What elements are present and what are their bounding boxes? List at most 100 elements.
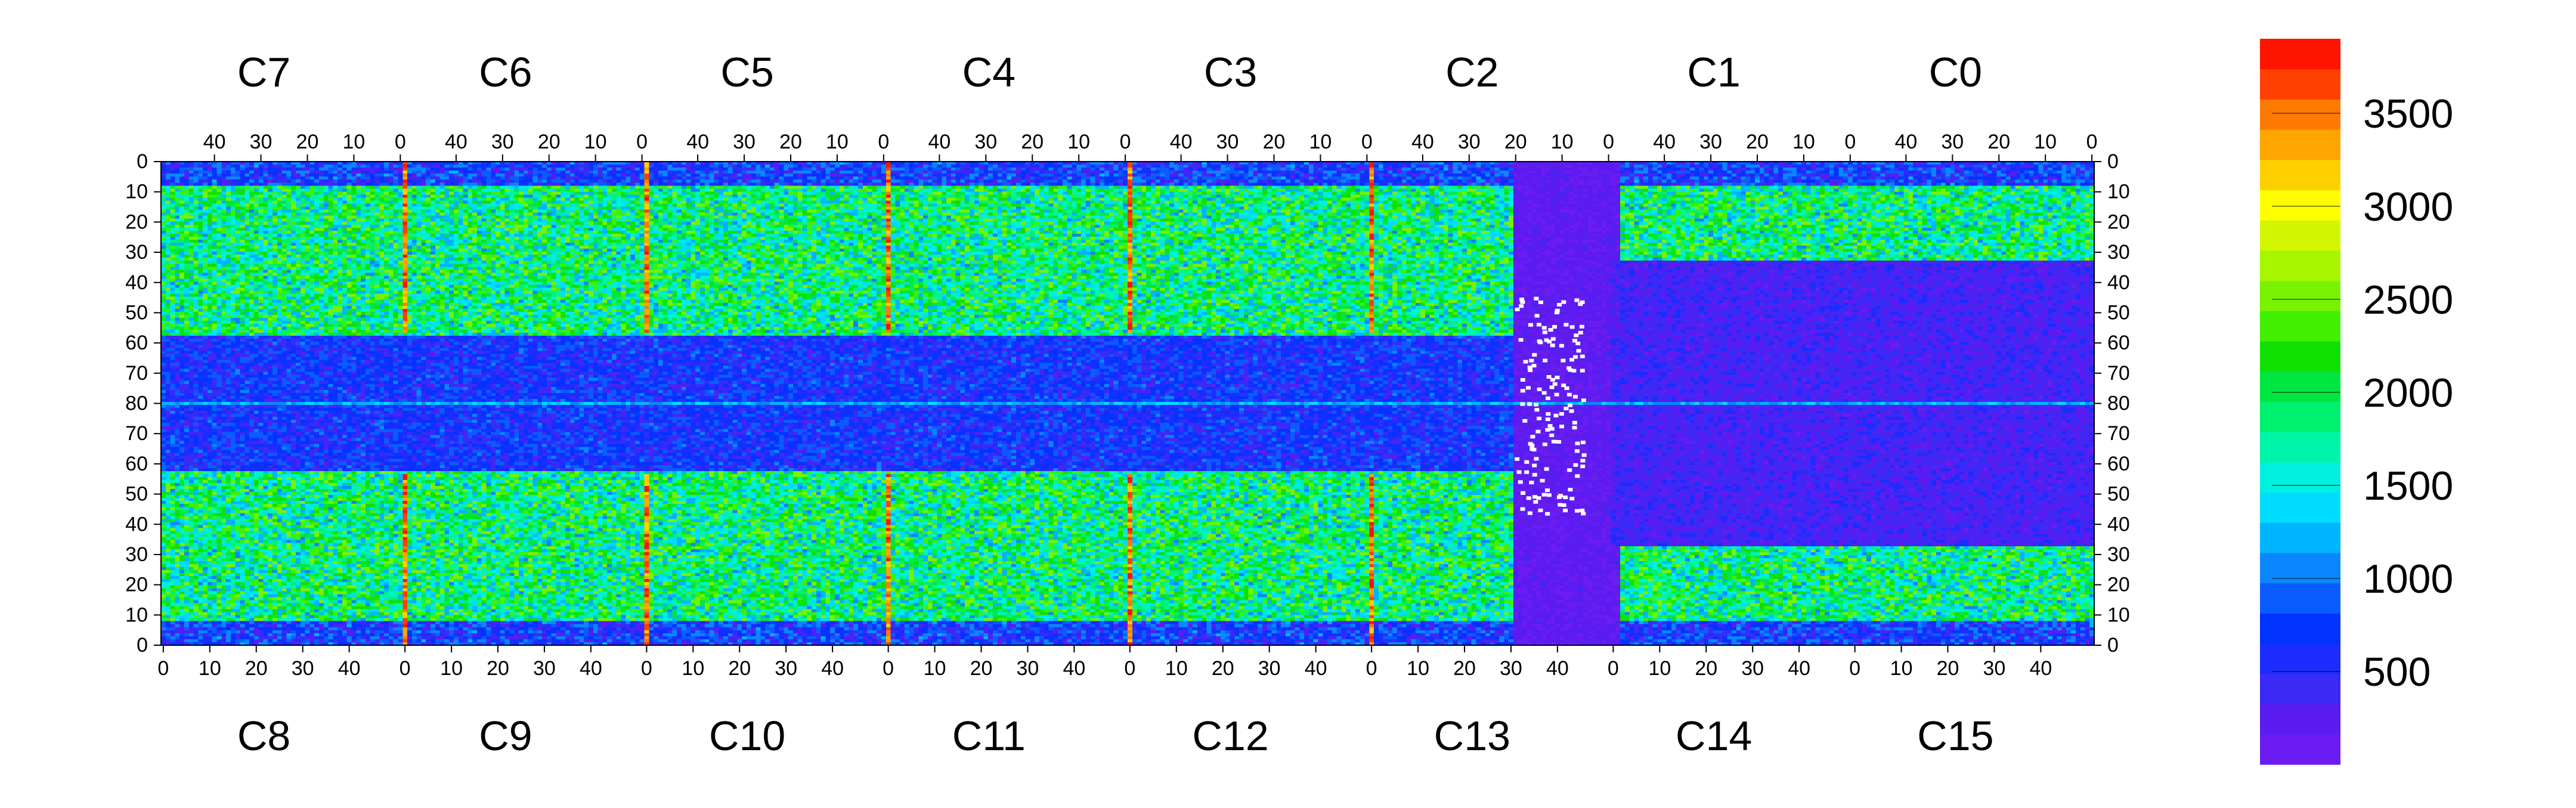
dead-pixel xyxy=(1581,453,1587,457)
top-tick-label: 0 xyxy=(878,131,889,153)
colorbar-segment xyxy=(2260,522,2340,553)
colorbar-segment xyxy=(2260,673,2340,705)
dead-pixel xyxy=(1572,339,1577,343)
dead-pixel xyxy=(1520,300,1525,304)
bottom-tick-label: 20 xyxy=(1937,657,1959,680)
dead-pixel xyxy=(1536,496,1541,500)
dead-pixel xyxy=(1537,387,1542,391)
dead-pixel xyxy=(1551,439,1556,444)
colorbar-segment xyxy=(2260,250,2340,281)
dead-pixel xyxy=(1524,470,1530,474)
chip-label-top: C3 xyxy=(1204,49,1257,95)
bottom-tick-label: 10 xyxy=(682,657,704,680)
y-tick-label: 80 xyxy=(2107,392,2130,415)
y-tick-label: 60 xyxy=(2107,332,2130,354)
colorbar-segment xyxy=(2260,159,2340,191)
dead-pixel xyxy=(1556,495,1562,499)
dead-pixel xyxy=(1579,324,1584,329)
top-tick-label: 20 xyxy=(296,131,319,153)
dead-pixel xyxy=(1573,355,1578,359)
dead-pixel xyxy=(1549,385,1555,389)
y-tick-label: 70 xyxy=(125,422,148,445)
y-tick-label: 80 xyxy=(125,392,148,415)
dead-pixel xyxy=(1564,386,1569,390)
dead-pixel xyxy=(1563,323,1569,327)
top-tick-label: 40 xyxy=(1653,131,1676,153)
colorbar-tick-label: 3500 xyxy=(2363,91,2453,137)
dead-pixel xyxy=(1569,358,1574,362)
dead-pixel xyxy=(1532,353,1537,357)
top-tick-label: 30 xyxy=(250,131,273,153)
dead-pixel xyxy=(1532,473,1537,477)
dead-pixel xyxy=(1559,412,1564,416)
bottom-tick-label: 10 xyxy=(1648,657,1671,680)
top-tick-label: 10 xyxy=(343,131,366,153)
bottom-tick-label: 0 xyxy=(1124,657,1135,680)
y-tick-label: 30 xyxy=(2107,543,2130,566)
top-tick-label: 40 xyxy=(203,131,226,153)
colorbar-segment xyxy=(2260,492,2340,523)
y-tick-label: 40 xyxy=(125,271,148,294)
bottom-tick-label: 10 xyxy=(440,657,463,680)
y-tick-label: 70 xyxy=(2107,362,2130,385)
dead-pixel xyxy=(1530,443,1535,447)
y-tick-label: 40 xyxy=(2107,271,2130,294)
bottom-tick-label: 30 xyxy=(1741,657,1764,680)
colorbar-segment xyxy=(2260,280,2340,311)
dead-pixel xyxy=(1527,511,1532,515)
top-tick-label: 0 xyxy=(1844,131,1856,153)
dead-pixel xyxy=(1555,308,1560,312)
dead-pixel xyxy=(1538,301,1543,304)
bottom-tick-label: 0 xyxy=(883,657,894,680)
colorbar-segment xyxy=(2260,99,2340,130)
colorbar-tick-label: 3000 xyxy=(2363,184,2453,230)
dead-pixel xyxy=(1529,481,1534,485)
dead-pixel xyxy=(1534,296,1539,301)
dead-pixel xyxy=(1580,465,1586,469)
y-tick-label: 10 xyxy=(125,603,148,626)
dead-pixel xyxy=(1520,402,1525,406)
dead-pixel xyxy=(1553,413,1559,417)
dead-pixel xyxy=(1534,314,1540,318)
chip-label-top: C6 xyxy=(479,49,532,95)
colorbar-segment xyxy=(2260,129,2340,160)
top-tick-label: 30 xyxy=(1699,131,1722,153)
dead-pixel xyxy=(1549,427,1555,431)
bottom-tick-label: 40 xyxy=(1788,657,1810,680)
colorbar-segment xyxy=(2260,341,2340,372)
dead-pixel xyxy=(1532,463,1537,468)
chip-label-top: C4 xyxy=(962,49,1015,95)
dead-pixel xyxy=(1574,298,1580,302)
colorbar-segment xyxy=(2260,311,2340,342)
top-tick-label: 40 xyxy=(1170,131,1193,153)
bottom-tick-label: 30 xyxy=(1983,657,2006,680)
heatmap-cells xyxy=(161,162,2094,645)
top-tick-label: 30 xyxy=(1216,131,1239,153)
top-tick-label: 20 xyxy=(1021,131,1044,153)
dead-pixel xyxy=(1550,337,1556,341)
bottom-tick-label: 0 xyxy=(400,657,411,680)
top-tick-label: 0 xyxy=(2086,131,2098,153)
y-tick-label: 0 xyxy=(137,150,148,173)
dead-pixel xyxy=(1580,459,1586,463)
colorbar-tick-label: 2500 xyxy=(2363,277,2453,323)
dead-pixel xyxy=(1568,368,1573,372)
top-tick-label: 20 xyxy=(1987,131,2010,153)
dead-pixel xyxy=(1533,500,1538,504)
dead-pixel xyxy=(1543,358,1548,363)
top-tick-label: 40 xyxy=(445,131,467,153)
dead-pixel xyxy=(1573,395,1578,399)
colorbar-tick-label: 2000 xyxy=(2363,370,2453,416)
dead-pixel xyxy=(1580,508,1585,512)
colorbar-tick-label: 1500 xyxy=(2363,463,2453,509)
dead-pixel xyxy=(1561,358,1566,363)
dead-pixel xyxy=(1519,298,1524,302)
bottom-tick-label: 10 xyxy=(1890,657,1913,680)
bottom-tick-label: 30 xyxy=(1500,657,1522,680)
bottom-tick-label: 30 xyxy=(775,657,797,680)
colorbar-tick-label: 1000 xyxy=(2363,556,2453,602)
top-tick-label: 30 xyxy=(733,131,756,153)
bottom-tick-label: 40 xyxy=(1305,657,1327,680)
dead-pixel xyxy=(1581,512,1586,516)
dead-pixel xyxy=(1526,386,1531,390)
